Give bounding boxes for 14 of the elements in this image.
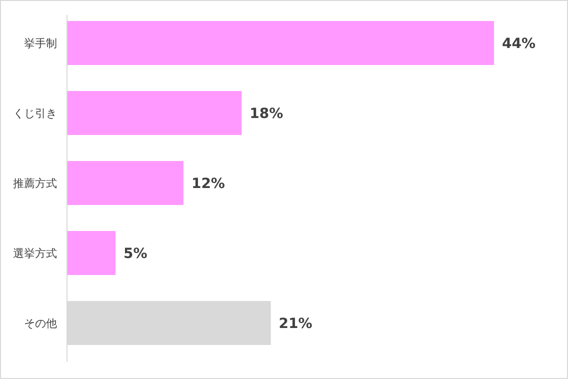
y-tick-label: くじ引き [13, 107, 57, 120]
data-label: 12% [191, 176, 225, 192]
bar [67, 91, 242, 135]
bar [67, 161, 184, 205]
data-label: 18% [250, 106, 284, 122]
data-label: 5% [124, 246, 148, 262]
data-label: 44% [502, 36, 536, 52]
y-tick-label: 選挙方式 [13, 247, 57, 260]
y-tick-label: 推薦方式 [13, 177, 57, 190]
bar [67, 21, 494, 65]
y-tick-label: 挙手制 [24, 37, 57, 50]
bar [67, 231, 116, 275]
data-label: 21% [278, 316, 312, 332]
y-tick-label: その他 [24, 317, 57, 330]
